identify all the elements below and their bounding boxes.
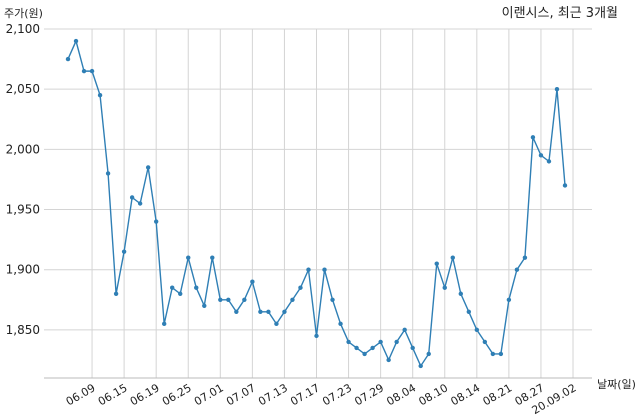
data-point	[194, 285, 199, 290]
data-point	[226, 297, 231, 302]
x-tick-label: 08.04	[384, 381, 418, 408]
x-tick-labels: 06.0906.1506.1906.2507.0107.0707.1307.17…	[64, 381, 579, 417]
y-tick-labels: 1,850 1,900 1,950 2,000 2,050 2,100	[6, 22, 40, 337]
x-tick-label: 06.19	[128, 381, 162, 408]
data-point	[538, 153, 544, 158]
data-point	[137, 201, 143, 206]
data-point	[378, 339, 383, 345]
data-point	[170, 285, 175, 290]
x-tick-label: 07.13	[256, 381, 290, 408]
data-point	[314, 333, 319, 339]
x-tick-label: 06.15	[96, 381, 130, 408]
data-point	[482, 339, 488, 345]
data-point	[450, 255, 455, 260]
data-point	[266, 309, 271, 315]
data-point	[105, 171, 111, 176]
x-tick-label: 06.25	[160, 381, 194, 408]
y-axis-label: 주가(원)	[4, 7, 43, 20]
data-point	[258, 309, 263, 315]
data-point	[466, 309, 472, 315]
data-point	[498, 351, 504, 357]
y-tick-label: 1,950	[6, 203, 40, 217]
x-tick-label: 07.01	[192, 381, 226, 408]
x-axis-label: 날짜(일)	[597, 377, 636, 391]
data-point	[153, 219, 159, 224]
x-tick-label: 08.21	[481, 381, 515, 408]
data-point	[234, 309, 239, 315]
x-tick-label: 07.23	[320, 381, 354, 408]
data-point	[338, 321, 343, 327]
data-point	[186, 255, 191, 260]
data-point	[89, 68, 95, 74]
data-point	[178, 291, 183, 296]
data-point	[370, 345, 375, 351]
data-point	[121, 249, 127, 254]
data-point	[161, 321, 167, 327]
data-point	[218, 297, 223, 302]
data-point	[402, 327, 407, 333]
data-point	[250, 279, 255, 284]
data-point	[330, 297, 335, 302]
data-point	[210, 255, 215, 260]
x-tick-label: 07.07	[224, 381, 258, 408]
data-point	[434, 261, 439, 266]
data-point	[242, 297, 247, 302]
x-gridlines	[91, 29, 574, 378]
x-tick-label: 08.14	[449, 381, 483, 408]
data-point	[458, 291, 463, 296]
data-point	[274, 321, 279, 327]
y-gridlines	[44, 28, 592, 331]
data-point	[322, 267, 327, 272]
chart-title: 이랜시스, 최근 3개월	[502, 6, 618, 21]
data-point	[97, 92, 103, 98]
data-point	[129, 195, 135, 200]
y-tick-label: 1,850	[6, 323, 40, 337]
data-point	[490, 351, 496, 357]
data-point	[65, 56, 71, 62]
y-tick-label: 2,100	[6, 22, 40, 36]
y-tick-label: 2,000	[6, 142, 40, 156]
data-point	[426, 351, 431, 357]
data-point	[306, 267, 311, 272]
x-tick-label: 08.10	[416, 381, 450, 408]
data-point	[386, 357, 391, 363]
data-point	[282, 309, 287, 315]
data-point	[81, 68, 87, 74]
x-tick-label: 07.17	[288, 381, 322, 408]
data-points	[65, 38, 568, 369]
data-point	[394, 339, 399, 345]
data-point	[113, 291, 119, 296]
data-point	[290, 297, 295, 302]
data-point	[202, 303, 207, 308]
data-point	[546, 159, 552, 164]
y-tick-label: 2,050	[6, 82, 40, 96]
data-point	[530, 135, 536, 140]
x-tick-label: 06.09	[64, 381, 98, 408]
data-point	[514, 267, 520, 272]
data-point	[298, 285, 303, 290]
data-point	[522, 255, 528, 260]
data-point	[506, 297, 512, 302]
y-tick-label: 1,900	[6, 263, 40, 277]
data-point	[562, 183, 568, 188]
data-point	[73, 38, 79, 44]
data-point	[442, 285, 447, 290]
data-point	[145, 165, 151, 170]
data-point	[410, 345, 415, 351]
data-point	[346, 339, 351, 345]
x-tick-label: 07.29	[352, 381, 386, 408]
data-point	[362, 351, 367, 357]
data-point	[474, 327, 480, 333]
data-point	[354, 345, 359, 351]
data-point	[418, 363, 423, 369]
data-point	[554, 86, 560, 92]
